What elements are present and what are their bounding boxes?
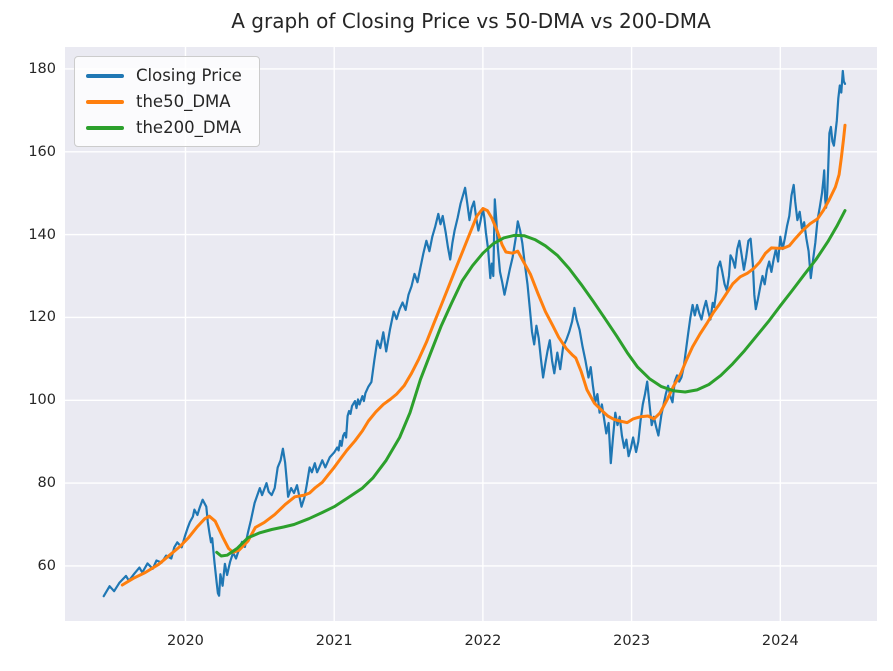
- x-tick-label: 2023: [613, 633, 651, 649]
- legend-label: Closing Price: [136, 66, 242, 85]
- y-tick-label: 180: [28, 60, 56, 77]
- y-tick-label: 160: [28, 143, 56, 160]
- x-tick-label: 2021: [315, 633, 353, 649]
- legend-swatch-icon: [86, 125, 124, 130]
- x-tick-label: 2024: [761, 633, 799, 649]
- y-tick-label: 120: [28, 309, 56, 326]
- the50-dma-line: [120, 123, 847, 587]
- closing-price-line: [102, 69, 847, 598]
- legend-label: the200_DMA: [136, 118, 242, 137]
- legend-swatch-icon: [86, 73, 124, 78]
- y-tick-label: 80: [37, 475, 56, 492]
- legend-swatch-icon: [86, 99, 124, 104]
- y-tick-label: 100: [28, 392, 56, 409]
- legend-item: Closing Price: [86, 66, 242, 85]
- x-tick-label: 2022: [464, 633, 502, 649]
- chart-title: A graph of Closing Price vs 50-DMA vs 20…: [231, 9, 711, 33]
- legend-item: the50_DMA: [86, 92, 242, 111]
- y-tick-label: 140: [28, 226, 56, 243]
- the200-dma-line: [215, 209, 847, 558]
- y-tick-label: 60: [37, 557, 56, 574]
- legend-item: the200_DMA: [86, 118, 242, 137]
- legend-label: the50_DMA: [136, 92, 231, 111]
- x-tick-label: 2020: [167, 633, 204, 649]
- legend: Closing Price the50_DMA the200_DMA: [74, 56, 260, 147]
